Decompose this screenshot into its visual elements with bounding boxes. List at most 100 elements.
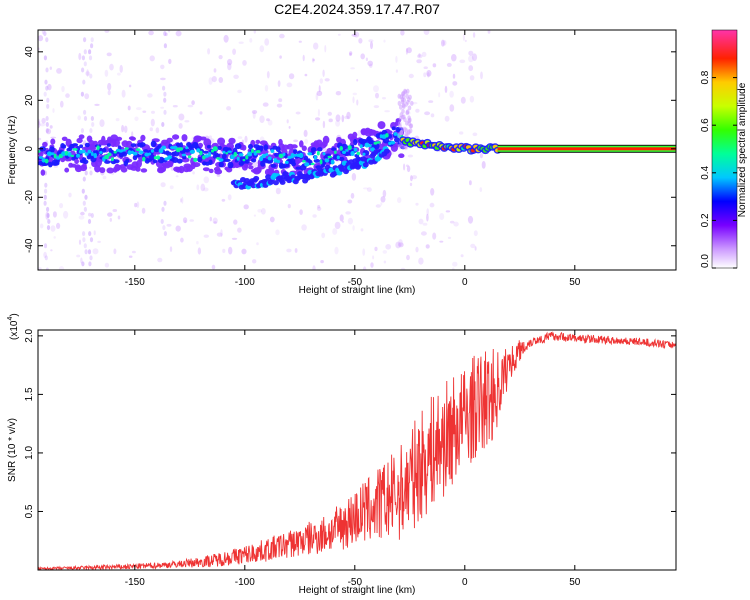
spectrogram-noise-blob (401, 90, 406, 96)
spectrogram-ridge-peak (261, 153, 267, 159)
spectrogram-ridge-peak (236, 156, 240, 161)
spectrogram-noise-blob (85, 71, 91, 76)
spectrogram-noise-blob (147, 93, 153, 98)
spectrogram-ridge-peak (385, 133, 389, 138)
spectrogram-noise-blob (397, 143, 402, 149)
spectrogram-branch-blob (343, 168, 349, 175)
spectrogram-ridge-halo (181, 134, 188, 142)
spectrogram-noise-blob (56, 68, 62, 74)
spectrogram-ridge-core (106, 143, 111, 147)
spectrogram-noise-blob (453, 221, 459, 227)
spectrogram-ytick-label: 0 (24, 146, 35, 152)
spectrogram-noise-blob (382, 250, 387, 254)
spectrogram-ridge-peak (67, 152, 72, 157)
spectrogram-noise-blob (449, 104, 455, 112)
spectrogram-noise-blob (261, 208, 266, 215)
spectrogram-ridge-core (113, 159, 120, 164)
spectrogram-noise-blob (406, 254, 410, 261)
spectrogram-noise-blob (286, 82, 293, 88)
spectrogram-ridge-peak (251, 148, 254, 153)
spectrogram-noise-blob (160, 77, 166, 81)
spectrogram-noise-blob (160, 106, 165, 109)
spectrogram-noise-blob (303, 129, 308, 137)
spectrogram-ridge-core (182, 155, 187, 160)
spectrogram-ridge-core (275, 146, 281, 153)
spectrogram-noise-blob (365, 57, 368, 62)
spectrogram-noise-blob (269, 216, 275, 223)
spectrogram-noise-blob (452, 261, 458, 267)
spectrogram-noise-blob (302, 54, 305, 62)
spectrogram-noise-blob (360, 53, 366, 60)
spectrogram-ridge-peak (267, 156, 272, 161)
snr-xtick-label: 0 (462, 577, 468, 588)
snr-scale-exponent: 4 (7, 317, 14, 321)
spectrogram-ridge-core (310, 147, 317, 153)
spectrogram-noise-blob (449, 220, 455, 224)
spectrogram-noise-blob (468, 50, 474, 56)
spectrogram-noise-blob (426, 213, 429, 222)
spectrogram-noise-blob (77, 115, 81, 121)
spectrogram-noise-blob (211, 264, 216, 270)
spectrogram-noise-blob (415, 108, 420, 113)
spectrogram-ridge-peak (230, 154, 235, 160)
spectrogram-noise-blob (398, 242, 404, 248)
spectrogram-noise-blob (275, 187, 281, 195)
spectrogram-noise-blob (335, 120, 341, 127)
spectrogram-noise-blob (397, 93, 402, 99)
spectrogram-noise-blob (322, 69, 325, 78)
spectrogram-noise-blob (382, 97, 386, 100)
spectrogram-ridge-peak (47, 151, 52, 157)
spectrogram-ridge-core (62, 144, 67, 149)
spectrogram-noise-blob (404, 132, 408, 138)
spectrogram-streak-blob (45, 267, 49, 270)
spectrogram-noise-blob (256, 242, 259, 246)
spectrogram-noise-blob (157, 257, 163, 263)
spectrogram-noise-blob (207, 48, 211, 55)
spectrogram-noise-blob (373, 105, 380, 109)
spectrogram-noise-blob (117, 215, 121, 220)
spectrogram-noise-blob (45, 128, 52, 135)
spectrogram-noise-blob (416, 59, 422, 64)
spectrogram-noise-blob (383, 260, 387, 264)
spectrogram-streak-blob (163, 43, 167, 49)
spectrogram-noise-blob (223, 34, 229, 43)
spectrogram-streak-blob (89, 170, 93, 176)
spectrogram-streak-blob (83, 116, 88, 121)
spectrogram-noise-blob (288, 73, 295, 80)
spectrogram-ridge-halo (106, 167, 115, 174)
spectrogram-noise-blob (136, 201, 140, 208)
spectrogram-noise-blob (175, 30, 182, 37)
spectrogram-noise-blob (334, 246, 339, 255)
spectrogram-ridge-core (79, 144, 84, 149)
spectrogram-noise-blob (150, 118, 155, 127)
spectrogram-streak-blob (45, 37, 49, 43)
spectrogram-ridge-core (217, 145, 222, 150)
spectrogram-noise-blob (168, 58, 172, 65)
spectrogram-ridge-peak (204, 154, 209, 158)
spectrogram-streak-blob (83, 49, 87, 55)
spectrogram-noise-blob (149, 55, 155, 62)
spectrogram-ridge-peak (144, 152, 149, 157)
spectrogram-noise-blob (423, 30, 430, 35)
spectrogram-ytick-label: 20 (24, 94, 35, 106)
spectrogram-noise-blob (467, 215, 474, 224)
spectrogram-ridge-peak (181, 153, 187, 157)
spectrogram-noise-blob (298, 40, 302, 43)
spectrogram-ridge-halo (112, 138, 120, 147)
spectrogram-ridge-halo (255, 139, 261, 144)
spectrogram-noise-blob (80, 211, 85, 216)
spectrogram-streak-blob (82, 231, 86, 237)
spectrogram-ridge-halo (116, 136, 123, 141)
spectrogram-streak-blob (161, 122, 165, 127)
spectrogram-noise-blob (352, 225, 355, 231)
spectrogram-xticks: -150 -100 -50 0 50 (125, 30, 581, 288)
spectrogram-ridge-peak (342, 150, 346, 154)
spectrogram-streak-blob (163, 31, 167, 37)
spectrogram-ridge-halo (166, 137, 173, 143)
spectrogram-noise-blob (227, 194, 232, 201)
spectrogram-noise-blob (218, 77, 224, 83)
snr-xticks: -150 -100 -50 0 50 (125, 330, 581, 588)
spectrogram-streak-blob (81, 55, 85, 61)
spectrogram-streak-blob (43, 31, 47, 37)
spectrogram-noise-blob (316, 90, 323, 97)
